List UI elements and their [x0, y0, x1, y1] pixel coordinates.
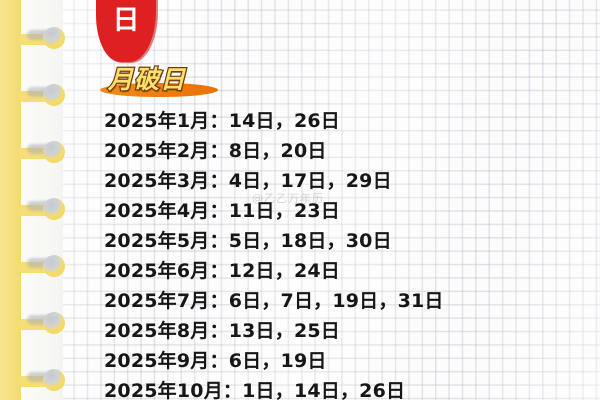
binder-ring-head [43, 141, 65, 163]
binder-ring [19, 140, 65, 166]
section-title-text: 月破日 [107, 64, 187, 94]
binder-ring-highlight [27, 258, 57, 268]
binder-ring [19, 197, 65, 223]
binder-ring [19, 83, 65, 109]
binder-ring [19, 26, 65, 52]
binder-ring [19, 311, 65, 337]
binder-ring-head [43, 198, 65, 220]
binder-ring-highlight [27, 372, 57, 382]
binder-yellow-strip [0, 0, 21, 400]
binder-ring-highlight [27, 87, 57, 97]
month-date-line: 2025年7月：6日，7日，19日，31日 [104, 290, 444, 312]
month-date-line: 2025年5月：5日，18日，30日 [104, 230, 392, 252]
seal-character: 日 [112, 5, 140, 36]
binder-ring-head [43, 369, 65, 391]
section-title: 月破日 [98, 64, 228, 102]
binder-ring-highlight [27, 315, 57, 325]
binder-ring-highlight [27, 201, 57, 211]
month-date-line: 2025年9月：6日，19日 [104, 350, 327, 372]
binder-ring-head [43, 84, 65, 106]
orange-swoosh-underline [100, 83, 218, 97]
binder-ring-head [43, 312, 65, 334]
month-date-list: 2025年1月：14日，26日 2025年2月：8日，20日 2025年3月：4日，… [104, 106, 574, 400]
month-date-line: 2025年6月：12日，24日 [104, 260, 340, 282]
month-date-line: 2025年8月：13日，25日 [104, 320, 340, 342]
binder-ring [19, 254, 65, 280]
month-date-line: 2025年3月：4日，17日，29日 [104, 170, 392, 192]
month-date-line: 2025年4月：11日，23日 [104, 200, 340, 222]
month-date-line: 2025年2月：8日，20日 [104, 140, 327, 162]
binder-ring-highlight [27, 144, 57, 154]
binder-ring-highlight [27, 30, 57, 40]
binder-ring-head [43, 27, 65, 49]
month-date-line: 2025年1月：14日，26日 [104, 110, 340, 132]
binder-ring-head [43, 255, 65, 277]
month-date-line: 2025年10月：1日，14日，26日 [104, 380, 406, 400]
binder-ring [19, 368, 65, 394]
